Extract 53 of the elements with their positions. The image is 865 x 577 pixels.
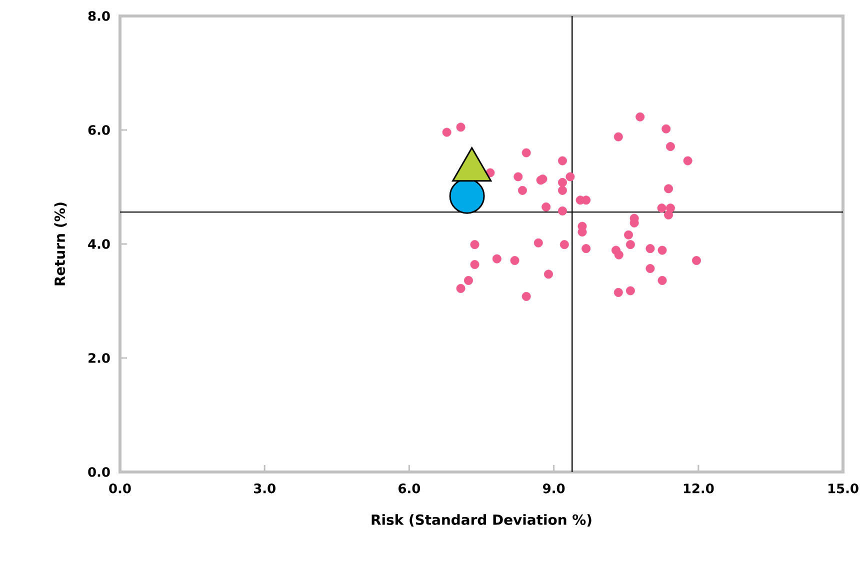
x-tick-label: 0.0: [109, 484, 131, 494]
point: [464, 276, 473, 285]
point: [624, 230, 634, 240]
point: [492, 254, 502, 264]
point: [657, 204, 666, 213]
point: [626, 286, 635, 296]
point: [614, 288, 623, 297]
point: [522, 292, 531, 301]
point: [542, 202, 551, 212]
point: [558, 186, 567, 195]
point: [664, 210, 674, 220]
x-tick-label: 3.0: [254, 484, 276, 494]
point: [534, 238, 543, 248]
point: [510, 256, 520, 266]
y-tick-label: 8.0: [88, 11, 110, 21]
point: [442, 128, 452, 137]
point: [636, 112, 645, 122]
point: [558, 206, 567, 216]
point: [566, 172, 575, 182]
point: [456, 284, 466, 293]
point: [683, 156, 692, 166]
point: [658, 246, 667, 255]
point: [626, 240, 635, 250]
point: [692, 256, 701, 266]
x-tick-label: 15.0: [828, 484, 858, 494]
point: [646, 264, 655, 274]
point: [582, 244, 591, 254]
point: [658, 276, 667, 285]
y-tick-label: 0.0: [88, 467, 110, 477]
point: [560, 240, 569, 250]
point: [522, 148, 531, 158]
y-axis-title: Return (%): [54, 202, 67, 286]
y-tick-label: 4.0: [88, 239, 110, 249]
point: [646, 244, 655, 254]
x-tick-label: 12.0: [684, 484, 714, 494]
point: [664, 184, 674, 194]
x-axis-title: Risk (Standard Deviation %): [372, 514, 592, 527]
y-tick-label: 6.0: [88, 125, 110, 135]
point: [666, 142, 675, 152]
point: [558, 156, 567, 166]
point: [518, 186, 527, 195]
point: [614, 132, 623, 142]
point: [558, 178, 567, 187]
y-tick-label: 2.0: [88, 353, 110, 363]
point: [470, 260, 480, 270]
point: [544, 270, 554, 279]
point: [662, 124, 671, 134]
x-tick-label: 9.0: [543, 484, 565, 494]
point: [470, 240, 480, 250]
point: [514, 172, 523, 182]
x-tick-label: 6.0: [398, 484, 420, 494]
point: [456, 122, 466, 132]
point: [614, 250, 624, 260]
